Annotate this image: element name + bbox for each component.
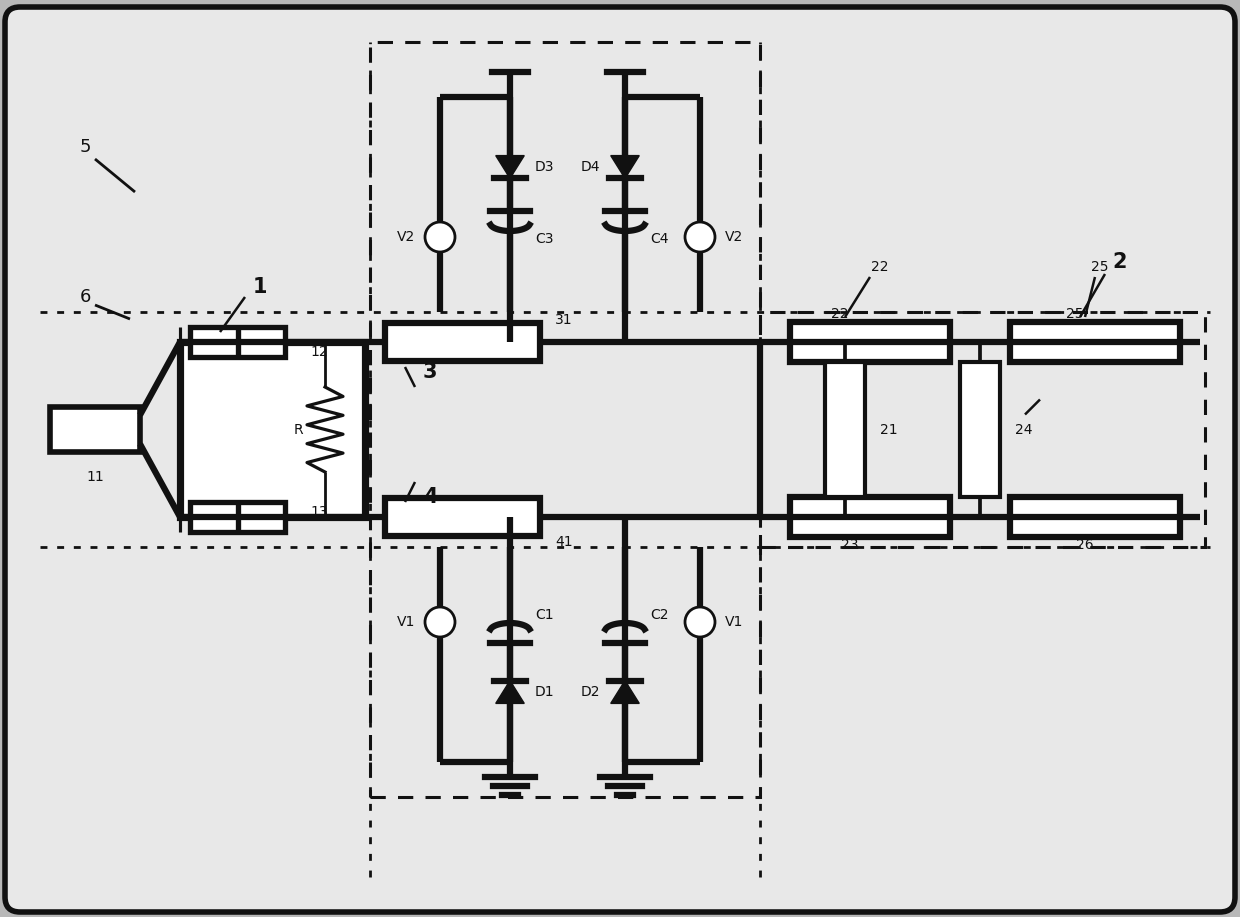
Bar: [50, 407, 140, 452]
Bar: [1011, 497, 1180, 537]
Circle shape: [684, 222, 715, 252]
Bar: [790, 322, 950, 362]
Text: 41: 41: [556, 535, 573, 549]
Bar: [1011, 322, 1180, 362]
Text: V1: V1: [725, 615, 743, 629]
Polygon shape: [496, 680, 525, 703]
Text: 13: 13: [310, 505, 327, 519]
Text: R: R: [294, 423, 303, 436]
Text: C3: C3: [534, 232, 553, 246]
Text: 22: 22: [831, 307, 848, 321]
Text: 23: 23: [841, 538, 859, 552]
Bar: [190, 502, 285, 532]
Polygon shape: [611, 156, 640, 179]
Text: 22: 22: [872, 260, 889, 274]
Polygon shape: [496, 156, 525, 179]
Bar: [790, 497, 950, 537]
Circle shape: [425, 607, 455, 637]
Text: C4: C4: [650, 232, 668, 246]
Bar: [384, 498, 539, 536]
Text: 26: 26: [1076, 538, 1094, 552]
FancyBboxPatch shape: [5, 7, 1235, 912]
Text: 25: 25: [1091, 260, 1109, 274]
Text: D4: D4: [580, 160, 600, 174]
Text: D1: D1: [534, 685, 554, 699]
Text: 2: 2: [1112, 252, 1127, 272]
Text: 25: 25: [1066, 307, 1084, 321]
Bar: [384, 323, 539, 361]
Text: C2: C2: [650, 608, 668, 622]
Bar: [190, 327, 285, 357]
Circle shape: [684, 607, 715, 637]
Text: C1: C1: [534, 608, 553, 622]
Text: 11: 11: [86, 470, 104, 484]
Text: 12: 12: [310, 345, 327, 359]
Text: 5: 5: [79, 138, 91, 156]
Text: 24: 24: [1016, 423, 1033, 436]
Bar: [180, 342, 365, 517]
Text: V2: V2: [725, 230, 743, 244]
Text: 21: 21: [880, 423, 898, 436]
Text: D3: D3: [534, 160, 554, 174]
Bar: [760, 312, 1205, 547]
Circle shape: [425, 222, 455, 252]
Text: 3: 3: [423, 362, 438, 382]
Bar: [825, 362, 866, 497]
Text: V2: V2: [397, 230, 415, 244]
Text: 31: 31: [556, 313, 573, 327]
Text: D2: D2: [580, 685, 600, 699]
Polygon shape: [611, 680, 640, 703]
Bar: [960, 362, 999, 497]
Text: V1: V1: [397, 615, 415, 629]
Text: 4: 4: [423, 487, 438, 507]
Text: 6: 6: [79, 288, 91, 306]
Bar: [370, 42, 760, 797]
Text: 1: 1: [253, 277, 268, 297]
